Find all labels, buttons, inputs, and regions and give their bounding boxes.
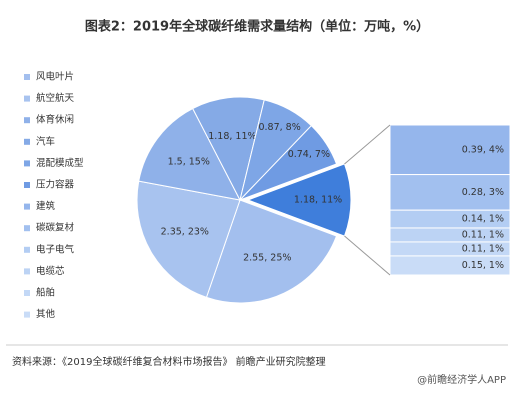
legend-swatch	[24, 225, 30, 232]
legend-swatch	[24, 203, 30, 210]
source: 资料来源：《2019全球碳纤维复合材料市场报告》 前瞻产业研究院整理	[12, 355, 326, 368]
data-label: 0.14, 1%	[462, 214, 504, 225]
legend-label: 其他	[36, 308, 56, 320]
legend-label: 汽车	[36, 135, 55, 147]
legend-label: 航空航天	[36, 92, 75, 104]
data-label: 1.5, 15%	[168, 156, 210, 167]
legend-label: 船舶	[36, 287, 55, 299]
legend-label: 体育休闲	[36, 114, 74, 126]
legend-swatch	[24, 138, 30, 145]
pie-slice	[239, 124, 338, 201]
data-label: 0.28, 3%	[462, 187, 504, 198]
legend-swatch	[24, 311, 30, 318]
pie-slice	[136, 180, 241, 299]
data-label: 0.15, 1%	[462, 260, 504, 271]
legend-swatch	[24, 268, 30, 275]
legend-swatch	[24, 246, 30, 253]
pie-slice	[192, 96, 265, 202]
legend-label: 建筑	[36, 200, 56, 212]
legend-swatch	[24, 117, 30, 124]
legend-swatch	[24, 74, 30, 80]
connector	[344, 124, 391, 165]
data-label: 0.87, 8%	[258, 122, 300, 133]
data-label: 0.11, 1%	[462, 243, 504, 254]
data-label: 2.55, 25%	[243, 252, 291, 263]
pie-slice	[138, 107, 241, 201]
legend-swatch	[24, 182, 30, 188]
data-label: 2.35, 23%	[161, 227, 209, 238]
data-label: 1.18, 11%	[208, 131, 256, 142]
bar-segment	[389, 255, 511, 276]
data-label: 0.74, 7%	[288, 149, 330, 160]
connector	[344, 235, 391, 276]
pie-slice	[246, 163, 352, 237]
watermark: @前瞻经济学人APP	[417, 373, 506, 386]
legend-label: 风电叶片	[36, 71, 74, 83]
legend-label: 压力容器	[36, 179, 75, 191]
legend-swatch	[24, 95, 30, 102]
data-label: 1.18, 11%	[294, 195, 342, 206]
legend-swatch	[24, 160, 30, 167]
bar-segment	[389, 124, 511, 176]
legend-label: 电缆芯	[36, 265, 65, 277]
pie-slice	[205, 199, 338, 304]
bar-segment	[389, 174, 511, 211]
legend-label: 混配模成型	[36, 157, 84, 169]
chart-title: 图表2：2019年全球碳纤维需求量结构（单位：万吨，%）	[85, 19, 429, 35]
legend-label: 碳碳复材	[36, 222, 75, 234]
legend-label: 电子电气	[36, 243, 75, 255]
legend-swatch	[24, 290, 30, 296]
data-label: 0.11, 1%	[462, 229, 504, 240]
data-label: 0.39, 4%	[462, 144, 504, 155]
